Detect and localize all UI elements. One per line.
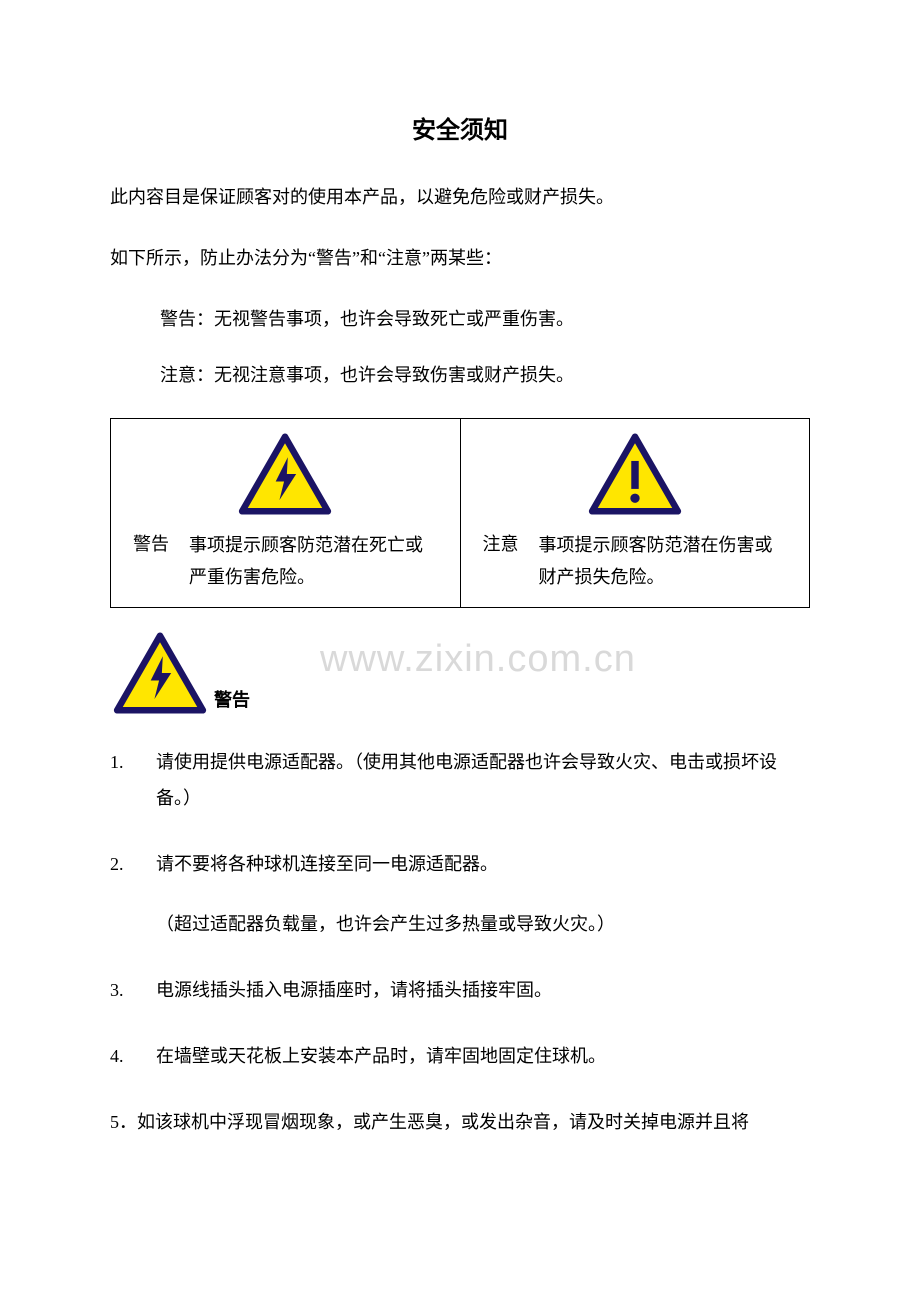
cell-label-caution: 注意 (483, 530, 519, 556)
list-item-text: 如该球机中浮现冒烟现象，或产生恶臭，或发出杂音，请及时关掉电源并且将 (137, 1112, 749, 1132)
intro-paragraph-1: 此内容目是保证顾客对的使用本产品，以避免危险或财产损失。 (110, 183, 810, 212)
list-item: 1. 请使用提供电源适配器。（使用其他电源适配器也许会导致火灾、电击或损坏设备。… (110, 744, 810, 816)
list-item: 2. 请不要将各种球机连接至同一电源适配器。 （超过适配器负载量，也许会产生过多… (110, 846, 810, 942)
watermark-text: www.zixin.com.cn (320, 638, 636, 681)
list-number: 5． (110, 1112, 137, 1132)
list-number: 1. (110, 744, 156, 816)
list-item-text: 在墙壁或天花板上安装本产品时，请牢固地固定住球机。 (156, 1038, 810, 1074)
cell-label-warning: 警告 (133, 530, 169, 556)
list-number: 4. (110, 1038, 156, 1074)
cell-text-caution: 事项提示顾客防范潜在伤害或财产损失危险。 (539, 530, 788, 593)
list-item-text: 电源线插头插入电源插座时，请将插头插接牢固。 (156, 972, 810, 1008)
warning-section-header: 警告 www.zixin.com.cn (110, 632, 810, 714)
cell-text-warning: 事项提示顾客防范潜在死亡或严重伤害危险。 (189, 530, 438, 593)
list-item: 3. 电源线插头插入电源插座时，请将插头插接牢固。 (110, 972, 810, 1008)
warning-list: 1. 请使用提供电源适配器。（使用其他电源适配器也许会导致火灾、电击或损坏设备。… (110, 744, 810, 1140)
indent-warning: 警告：无视警告事项，也许会导致死亡或严重伤害。 (110, 305, 810, 334)
section-label-warning: 警告 (214, 686, 250, 714)
warning-table: 警告 事项提示顾客防范潜在死亡或严重伤害危险。 注意 事项提示顾客防范潜在伤害或… (110, 418, 810, 608)
list-number: 3. (110, 972, 156, 1008)
list-item: 4. 在墙壁或天花板上安装本产品时，请牢固地固定住球机。 (110, 1038, 810, 1074)
list-item-subtext: （超过适配器负载量，也许会产生过多热量或导致火灾。） (156, 906, 810, 942)
caution-icon-cell (477, 427, 794, 520)
table-cell-caution: 注意 事项提示顾客防范潜在伤害或财产损失危险。 (460, 419, 810, 608)
lightning-triangle-icon (225, 433, 345, 515)
lightning-triangle-icon (110, 632, 210, 714)
page-title: 安全须知 (110, 110, 810, 145)
indent-caution: 注意：无视注意事项，也许会导致伤害或财产损失。 (110, 361, 810, 390)
exclamation-triangle-icon (575, 433, 695, 515)
list-item: 5．如该球机中浮现冒烟现象，或产生恶臭，或发出杂音，请及时关掉电源并且将 (110, 1104, 810, 1140)
warning-icon-cell (127, 427, 444, 520)
list-item-text: 请不要将各种球机连接至同一电源适配器。 (156, 854, 498, 874)
list-number: 2. (110, 846, 156, 942)
list-item-text: 请使用提供电源适配器。（使用其他电源适配器也许会导致火灾、电击或损坏设备。） (156, 744, 810, 816)
intro-paragraph-2: 如下所示，防止办法分为“警告”和“注意”两某些： (110, 244, 810, 273)
table-cell-warning: 警告 事项提示顾客防范潜在死亡或严重伤害危险。 (111, 419, 461, 608)
